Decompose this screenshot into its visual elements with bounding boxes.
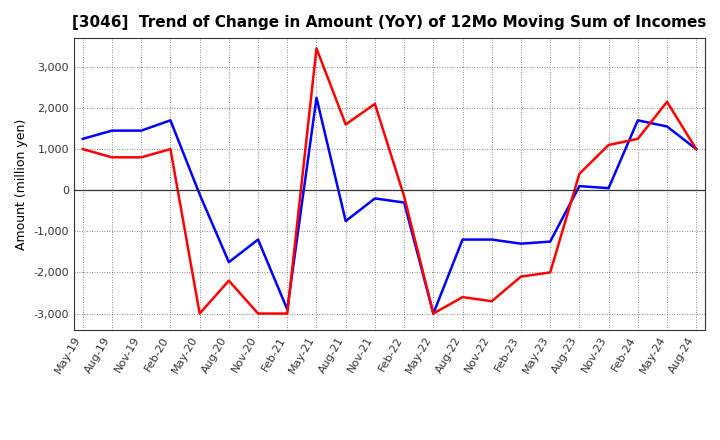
Y-axis label: Amount (million yen): Amount (million yen) [15,118,28,249]
Ordinary Income [575,183,584,189]
Ordinary Income [692,147,701,152]
Line: Ordinary Income: Ordinary Income [83,98,696,314]
Net Income [575,171,584,176]
Ordinary Income [458,237,467,242]
Ordinary Income [166,117,175,123]
Net Income [517,274,526,279]
Line: Net Income: Net Income [83,48,696,314]
Ordinary Income [400,200,408,205]
Net Income [429,311,438,316]
Net Income [195,311,204,316]
Net Income [400,194,408,199]
Net Income [458,294,467,300]
Net Income [108,155,117,160]
Net Income [634,136,642,142]
Net Income [546,270,554,275]
Ordinary Income [429,311,438,316]
Ordinary Income [137,128,145,133]
Ordinary Income [662,124,671,129]
Net Income [662,99,671,104]
Net Income [487,299,496,304]
Ordinary Income [78,136,87,142]
Ordinary Income [195,192,204,197]
Ordinary Income [634,117,642,123]
Net Income [312,46,321,51]
Ordinary Income [487,237,496,242]
Ordinary Income [341,218,350,224]
Net Income [692,147,701,152]
Net Income [166,147,175,152]
Ordinary Income [283,307,292,312]
Title: [3046]  Trend of Change in Amount (YoY) of 12Mo Moving Sum of Incomes: [3046] Trend of Change in Amount (YoY) o… [72,15,707,30]
Ordinary Income [253,237,262,242]
Net Income [225,278,233,283]
Net Income [78,147,87,152]
Net Income [604,143,613,148]
Net Income [137,155,145,160]
Net Income [371,101,379,106]
Ordinary Income [546,239,554,244]
Ordinary Income [517,241,526,246]
Ordinary Income [604,186,613,191]
Ordinary Income [371,196,379,201]
Ordinary Income [108,128,117,133]
Net Income [283,311,292,316]
Ordinary Income [225,260,233,265]
Net Income [253,311,262,316]
Ordinary Income [312,95,321,100]
Net Income [341,122,350,127]
